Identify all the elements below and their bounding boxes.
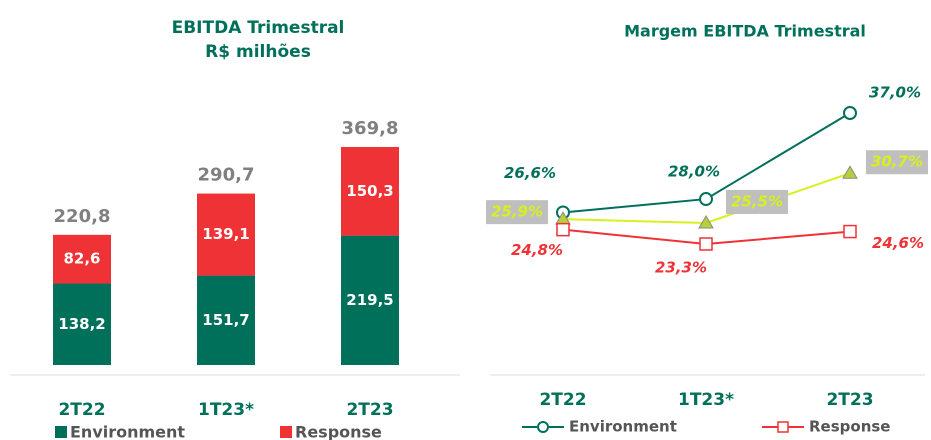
- value-label: 23,3%: [655, 259, 707, 277]
- bar-segment: [341, 235, 399, 365]
- legend-swatch: [55, 426, 67, 438]
- marker: [843, 224, 857, 239]
- bar-value-label: 219,5: [346, 291, 393, 309]
- bar-segment: [53, 234, 111, 284]
- marker: [698, 214, 714, 229]
- value-label: 24,6%: [872, 234, 924, 252]
- bar-segment: [341, 147, 399, 236]
- bar-value-label: 82,6: [63, 250, 100, 268]
- legend-label: Environment: [569, 418, 677, 436]
- legend-swatch: [280, 426, 292, 438]
- x-tick-label: 1T23*: [678, 390, 734, 410]
- label-box: [486, 200, 548, 225]
- bar-segment: [53, 283, 111, 365]
- total-label: 369,8: [342, 118, 399, 139]
- legend-marker: [777, 421, 789, 433]
- chart-subtitle: R$ milhões: [205, 42, 311, 62]
- value-label: 25,9%: [491, 203, 543, 221]
- marker: [842, 165, 858, 179]
- marker: [556, 222, 570, 237]
- bar-segment: [197, 275, 255, 365]
- x-tick-label: 2T23: [346, 400, 393, 420]
- x-tick-label: 2T22: [539, 390, 586, 410]
- chart-title: Margem EBITDA Trimestral: [624, 22, 866, 41]
- value-label: 25,5%: [731, 192, 783, 210]
- bar-segment: [197, 193, 255, 276]
- x-tick-label: 2T22: [58, 400, 105, 420]
- legend-label: Response: [809, 418, 890, 436]
- bar-value-label: 151,7: [202, 311, 249, 329]
- bar-value-label: 139,1: [202, 225, 249, 243]
- total-label: 220,8: [54, 206, 111, 227]
- x-tick-label: 2T23: [826, 390, 873, 410]
- total-label: 290,7: [198, 165, 255, 186]
- label-box: [726, 189, 788, 214]
- value-label: 26,6%: [504, 164, 556, 182]
- value-label: 24,8%: [511, 241, 563, 259]
- legend-label: Response: [295, 423, 382, 440]
- legend-label: Environment: [70, 423, 185, 440]
- marker: [699, 192, 713, 207]
- value-label: 30,7%: [871, 153, 923, 171]
- x-tick-label: 1T23*: [198, 400, 254, 420]
- bar-value-label: 150,3: [346, 182, 393, 200]
- bar-value-label: 138,2: [58, 315, 105, 333]
- value-label: 28,0%: [668, 163, 720, 181]
- marker: [699, 237, 713, 251]
- chart-title: EBITDA Trimestral: [172, 18, 345, 38]
- legend-marker: [537, 421, 549, 433]
- value-label: 37,0%: [869, 84, 921, 102]
- marker: [843, 106, 857, 120]
- label-box: [866, 150, 928, 175]
